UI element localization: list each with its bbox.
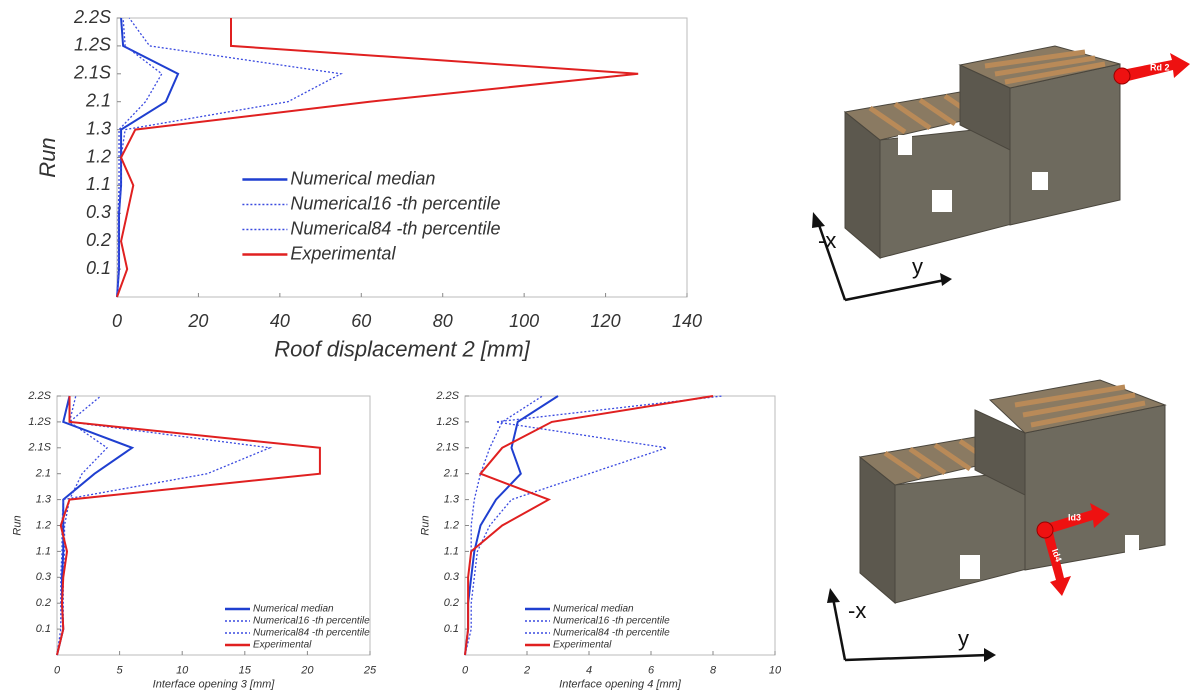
legend-label: Numerical median: [553, 604, 634, 615]
axis-label: -x: [818, 228, 836, 253]
y-tick-label: 2.1: [443, 468, 459, 480]
legend-label: Numerical84 -th percentile: [553, 628, 670, 639]
x-tick-label: 0: [54, 664, 61, 676]
x-tick-label: 80: [433, 311, 453, 331]
x-tick-label: 60: [351, 311, 371, 331]
legend-label: Experimental: [290, 243, 396, 263]
y-axis-label: Run: [35, 137, 60, 177]
series-line: [57, 396, 132, 655]
arrow-label: Id3: [1068, 512, 1081, 522]
legend-label: Numerical median: [290, 168, 435, 188]
x-tick-label: 2: [523, 664, 530, 676]
x-tick-label: 0: [112, 311, 122, 331]
y-tick-label: 1.2S: [436, 416, 459, 428]
x-tick-label: 5: [117, 664, 124, 676]
x-tick-label: 20: [187, 311, 208, 331]
y-tick-label: 2.2S: [73, 7, 111, 27]
y-tick-label: 2.2S: [435, 390, 459, 402]
legend-label: Numerical84 -th percentile: [253, 628, 370, 639]
x-tick-label: 15: [239, 664, 252, 676]
y-axis-label: Run: [11, 515, 23, 535]
axis-label: y: [912, 254, 923, 279]
x-tick-label: 20: [300, 664, 314, 676]
y-tick-label: 2.2S: [27, 390, 51, 402]
x-tick-label: 4: [586, 664, 592, 676]
y-tick-label: 2.1S: [73, 63, 111, 83]
y-tick-label: 2.1S: [435, 442, 459, 454]
y-tick-label: 1.2: [36, 519, 51, 531]
x-tick-label: 10: [176, 664, 189, 676]
y-tick-label: 0.2: [86, 230, 111, 250]
y-tick-label: 1.2: [86, 146, 111, 166]
x-axis-label: Interface opening 3 [mm]: [153, 679, 276, 691]
legend-label: Numerical84 -th percentile: [290, 218, 500, 238]
y-tick-label: 1.2S: [74, 35, 111, 55]
axis-label: -x: [848, 598, 866, 623]
y-tick-label: 2.1: [35, 468, 51, 480]
x-tick-label: 140: [672, 311, 702, 331]
x-tick-label: 25: [363, 664, 377, 676]
legend-label: Numerical16 -th percentile: [553, 616, 670, 627]
x-tick-label: 8: [710, 664, 717, 676]
x-axis-label: Roof displacement 2 [mm]: [274, 337, 530, 362]
y-tick-label: 1.2: [444, 519, 459, 531]
y-axis-label: Run: [419, 515, 431, 535]
y-tick-label: 1.3: [86, 118, 111, 138]
chart: 0 2 4 6 8 10 0.1 0.2 0.3 1.1 1.2 1.3 2.1 2.1S 1.2S 2.2S…: [419, 390, 782, 691]
building-diagram: Rd 2 -x y: [812, 46, 1190, 300]
figure: Rd 2 -x y Id3 Id4: [0, 0, 1192, 693]
chart: 0 5 10 15 20 25 0.1 0.2 0.3 1.1 1.2 1.3 2.1 2.1S 1.2S 2…: [11, 390, 377, 691]
x-tick-label: 6: [648, 664, 655, 676]
chart: 0 20 40 60 80 100 120 140 0.1 0.2 0.3 1.1 1.2 1.3 2.1 2…: [35, 7, 702, 362]
y-tick-label: 1.3: [36, 494, 52, 506]
legend-label: Experimental: [253, 640, 312, 651]
legend-label: Numerical16 -th percentile: [253, 616, 370, 627]
plot-frame: [117, 18, 687, 297]
y-tick-label: 0.2: [444, 597, 459, 609]
x-tick-label: 100: [509, 311, 539, 331]
y-tick-label: 0.1: [444, 623, 459, 635]
x-tick-label: 0: [462, 664, 469, 676]
x-tick-label: 10: [769, 664, 782, 676]
y-tick-label: 0.1: [86, 258, 111, 278]
y-tick-label: 1.1: [36, 545, 51, 557]
legend-label: Numerical16 -th percentile: [290, 193, 500, 213]
y-tick-label: 0.3: [86, 202, 111, 222]
axis-label: y: [958, 626, 969, 651]
x-tick-label: 40: [270, 311, 290, 331]
y-tick-label: 1.3: [444, 494, 460, 506]
y-tick-label: 0.3: [444, 571, 460, 583]
series-line: [465, 396, 558, 655]
y-tick-label: 2.1: [85, 90, 111, 110]
series-line: [57, 396, 270, 655]
y-tick-label: 1.1: [444, 545, 459, 557]
y-tick-label: 0.2: [36, 597, 51, 609]
building-diagram: Id3 Id4 -x y: [827, 380, 1165, 662]
y-tick-label: 0.1: [36, 623, 51, 635]
series-line: [117, 18, 178, 297]
legend-label: Experimental: [553, 640, 612, 651]
x-tick-label: 120: [591, 311, 621, 331]
y-tick-label: 2.1S: [27, 442, 51, 454]
legend-label: Numerical median: [253, 604, 334, 615]
y-tick-label: 0.3: [36, 571, 52, 583]
x-axis-label: Interface opening 4 [mm]: [559, 679, 682, 691]
y-tick-label: 1.2S: [28, 416, 51, 428]
y-tick-label: 1.1: [86, 174, 111, 194]
arrow-label: Rd 2: [1150, 62, 1170, 72]
